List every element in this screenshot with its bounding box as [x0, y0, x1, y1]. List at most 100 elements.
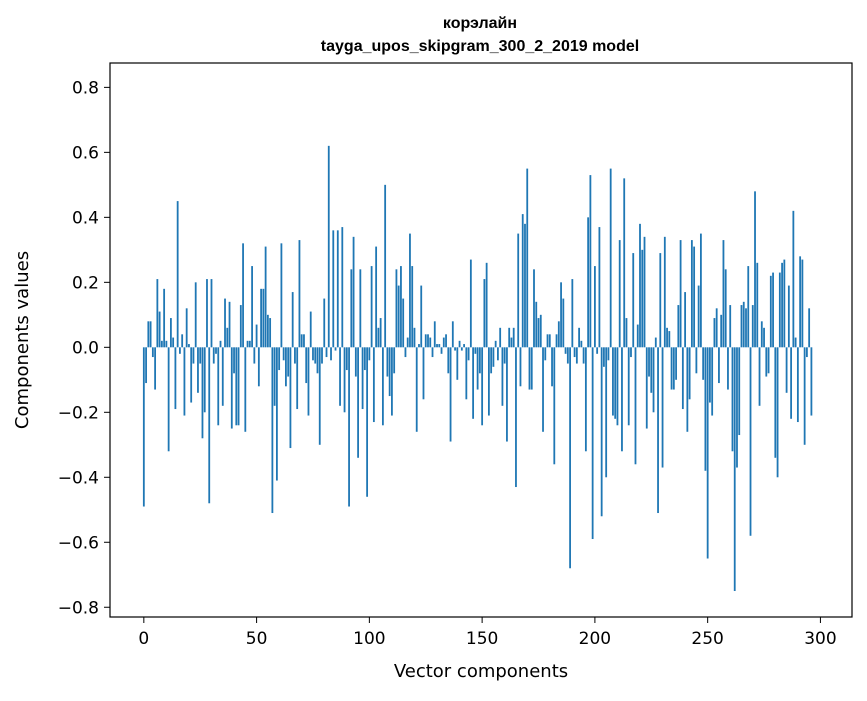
x-tick-label: 300 [804, 629, 836, 649]
bar [345, 347, 348, 371]
bar [280, 243, 283, 348]
bar [325, 347, 328, 358]
bar [458, 340, 461, 348]
bar [411, 266, 414, 348]
bar [564, 347, 567, 354]
bar [681, 347, 684, 410]
bar [372, 347, 375, 423]
bar [702, 347, 705, 380]
bar [271, 347, 274, 514]
bar [228, 301, 231, 348]
bar [641, 249, 644, 348]
bar [307, 347, 310, 416]
bar [503, 347, 506, 364]
chart-subtitle: tayga_upos_skipgram_300_2_2019 model [321, 38, 639, 55]
bar [327, 145, 330, 348]
chart-title: корэлайн [443, 15, 517, 32]
bar [515, 347, 517, 488]
bar [580, 340, 583, 348]
bar [492, 347, 495, 367]
bar [377, 327, 380, 348]
bar [406, 337, 409, 348]
bar [584, 347, 587, 452]
bar [612, 347, 614, 416]
bar [303, 334, 305, 348]
bar [181, 334, 184, 348]
bar [763, 327, 765, 348]
bar [287, 347, 290, 377]
bar [212, 347, 215, 364]
bar [402, 298, 405, 348]
bar [291, 292, 294, 348]
bar [720, 314, 723, 348]
bar [474, 347, 477, 354]
bar [614, 347, 617, 419]
bar [632, 253, 635, 348]
bar [575, 347, 578, 364]
bar [539, 314, 542, 348]
x-tick-label: 50 [246, 629, 268, 649]
bar [609, 168, 612, 348]
bar [776, 347, 779, 478]
bar [749, 347, 752, 536]
bar [451, 321, 454, 348]
bar [684, 292, 687, 348]
bar [695, 347, 698, 374]
bar [573, 347, 576, 358]
bar [370, 266, 373, 348]
bar [598, 227, 601, 348]
bar [736, 347, 738, 468]
bar [336, 230, 339, 348]
bar [553, 347, 556, 465]
bar [643, 236, 646, 348]
bar [242, 243, 244, 348]
bar [704, 347, 707, 471]
bar [431, 347, 434, 358]
y-tick-label: 0.0 [72, 338, 99, 358]
bar [652, 347, 655, 413]
bar [659, 253, 662, 348]
bar [454, 347, 456, 351]
bar [781, 262, 783, 348]
bar [395, 269, 398, 348]
bar [305, 347, 308, 384]
bar [384, 184, 387, 348]
bar [433, 321, 436, 348]
bar [321, 347, 323, 364]
bar [343, 347, 346, 413]
bar [278, 347, 281, 371]
bar [783, 259, 786, 348]
bar [463, 344, 465, 348]
bar [765, 347, 768, 377]
bar [224, 298, 226, 348]
bar [569, 347, 571, 569]
bar [760, 321, 763, 348]
bar [460, 347, 463, 351]
bar [533, 269, 535, 348]
bar [359, 269, 362, 348]
bar [494, 340, 497, 348]
bar [621, 347, 623, 452]
bar [530, 347, 533, 390]
bar [294, 347, 296, 364]
bar [478, 347, 481, 374]
bar [465, 347, 468, 400]
bar [650, 347, 653, 393]
bar [715, 308, 718, 348]
x-axis-label: Vector components [394, 661, 568, 682]
bar [221, 347, 224, 406]
bar [672, 347, 675, 390]
bar [151, 347, 154, 358]
bar [481, 347, 484, 426]
bar [167, 347, 170, 452]
bar [438, 344, 441, 348]
bar [512, 327, 515, 348]
bar [648, 347, 650, 377]
bar [792, 210, 795, 348]
bar [285, 347, 287, 387]
bar [548, 334, 551, 348]
bar [740, 305, 743, 348]
bar [693, 246, 696, 348]
bar [147, 321, 150, 348]
